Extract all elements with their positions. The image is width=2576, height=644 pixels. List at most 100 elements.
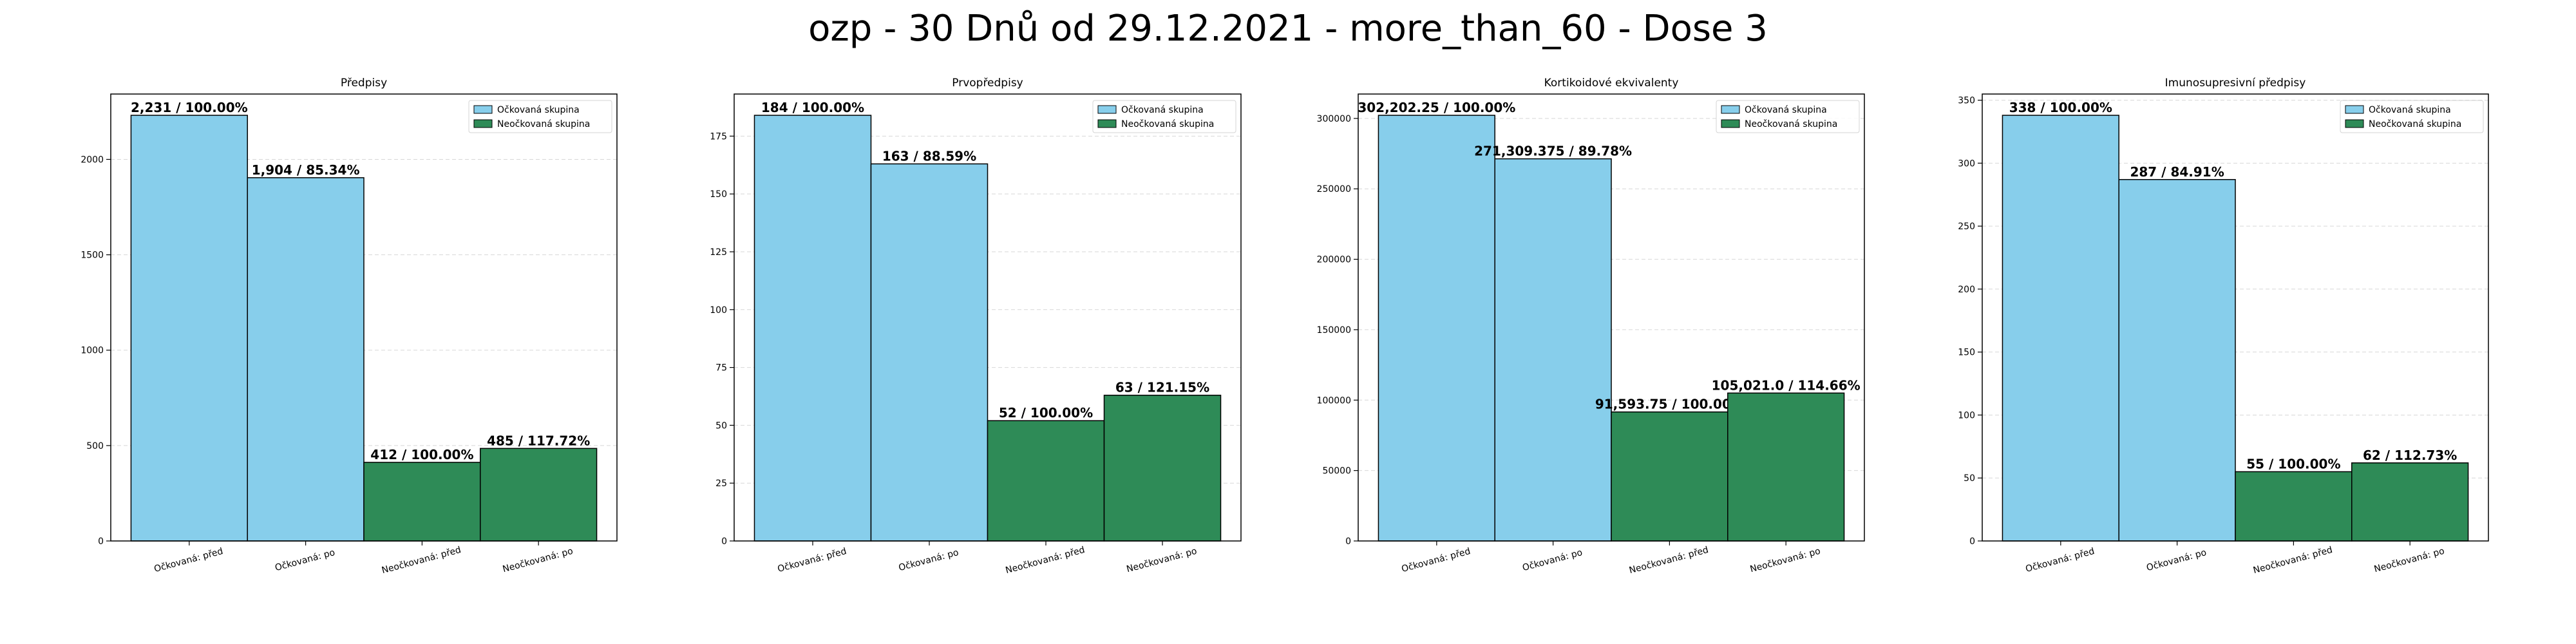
y-tick-label: 200 (1958, 285, 1975, 295)
x-tick-label: Neočkovaná: před (2252, 545, 2334, 576)
x-tick-label: Očkovaná: před (2024, 546, 2096, 574)
bar (753, 115, 872, 542)
legend: Očkovaná skupina Neočkovaná skupina (2340, 100, 2484, 133)
y-tick-label: 1500 (80, 251, 104, 261)
y-tick-label: 2000 (80, 155, 104, 165)
bar (480, 448, 598, 542)
legend-swatch-vaccinated (473, 105, 493, 114)
y-tick-label: 175 (710, 131, 727, 142)
data-label: 302,202.25 / 100.00% (1358, 100, 1515, 115)
figure-title: ozp - 30 Dnů od 29.12.2021 - more_than_6… (808, 8, 1768, 50)
data-label: 338 / 100.00% (2009, 100, 2112, 115)
y-tick-label: 100 (710, 305, 727, 316)
bar (1378, 115, 1495, 542)
data-label: 163 / 88.59% (882, 148, 976, 164)
bar (2002, 115, 2119, 542)
legend-label-unvaccinated: Neočkovaná skupina (497, 119, 590, 129)
legend: Očkovaná skupina Neočkovaná skupina (468, 100, 612, 133)
legend-label-vaccinated: Očkovaná skupina (1745, 105, 1827, 115)
legend-swatch-vaccinated (1721, 105, 1740, 114)
y-tick-label: 0 (1969, 536, 1975, 547)
y-tick-label: 0 (1345, 536, 1351, 547)
y-tick-label: 1000 (80, 346, 104, 356)
x-tick-label: Neočkovaná: po (502, 546, 574, 575)
legend-box (1716, 100, 1860, 133)
y-tick-label: 150 (710, 189, 727, 200)
y-tick-label: 200000 (1317, 255, 1351, 265)
y-tick-label: 100000 (1317, 395, 1351, 406)
y-tick-label: 500 (86, 441, 104, 451)
plot-frame (1982, 93, 2489, 542)
plot-frame (110, 93, 618, 542)
chart-title: Kortikoidové ekvivalenty (1544, 77, 1679, 90)
data-label: 63 / 121.15% (1115, 380, 1209, 395)
data-label: 62 / 112.73% (2363, 448, 2457, 463)
y-tick-label: 50000 (1322, 466, 1351, 477)
x-tick-label: Neočkovaná: před (1005, 545, 1086, 576)
bar (1611, 411, 1728, 542)
y-tick-label: 150000 (1317, 325, 1351, 336)
bar (1494, 158, 1612, 542)
legend-swatch-vaccinated (1097, 105, 1117, 114)
legend-swatch-unvaccinated (1097, 119, 1117, 128)
data-label: 52 / 100.00% (999, 405, 1093, 421)
plot-frame (1358, 93, 1865, 542)
x-tick-label: Očkovaná: po (2145, 547, 2208, 573)
plot-frame (734, 93, 1242, 542)
chart-title: Imunosupresivní předpisy (2165, 77, 2306, 90)
legend: Očkovaná skupina Neočkovaná skupina (1092, 100, 1236, 133)
legend-label-vaccinated: Očkovaná skupina (1121, 105, 1204, 115)
data-label: 271,309.375 / 89.78% (1474, 144, 1632, 159)
data-label: 287 / 84.91% (2130, 164, 2224, 180)
chart-panel-1: Předpisy 0 500 1000 1500 2000 2,231 / 100.00% O… (80, 77, 618, 576)
data-label: 105,021.0 / 114.66% (1712, 377, 1861, 393)
legend-label-unvaccinated: Neočkovaná skupina (1745, 119, 1837, 129)
legend-box (2340, 100, 2484, 133)
y-tick-label: 150 (1958, 348, 1975, 358)
legend: Očkovaná skupina Neočkovaná skupina (1716, 100, 1860, 133)
bar (130, 115, 248, 542)
data-label: 55 / 100.00% (2246, 456, 2340, 471)
bar (1103, 394, 1222, 542)
data-label: 2,231 / 100.00% (131, 100, 248, 115)
y-tick-label: 50 (1964, 473, 1975, 484)
y-tick-label: 250000 (1317, 184, 1351, 194)
x-tick-label: Neočkovaná: po (1126, 546, 1198, 575)
bar (247, 177, 365, 542)
bar (363, 462, 481, 542)
bar (2235, 471, 2353, 542)
chart-title: Prvopředpisy (952, 77, 1023, 90)
y-tick-label: 75 (715, 363, 727, 374)
y-tick-label: 300 (1958, 158, 1975, 169)
data-label: 184 / 100.00% (761, 100, 864, 115)
bar (2118, 179, 2236, 542)
x-tick-label: Očkovaná: po (898, 547, 960, 573)
data-label: 1,904 / 85.34% (252, 162, 360, 178)
chart-title: Předpisy (341, 77, 387, 90)
x-tick-label: Očkovaná: po (274, 547, 336, 573)
y-tick-label: 125 (710, 247, 727, 258)
y-tick-label: 0 (98, 536, 104, 547)
legend-swatch-unvaccinated (473, 119, 493, 128)
legend-swatch-vaccinated (2345, 105, 2364, 114)
legend-label-vaccinated: Očkovaná skupina (2369, 105, 2451, 115)
x-tick-label: Očkovaná: před (153, 546, 224, 574)
bar (870, 163, 989, 542)
x-tick-label: Neočkovaná: před (381, 545, 462, 576)
x-tick-label: Očkovaná: před (1400, 546, 1472, 574)
legend-swatch-unvaccinated (1721, 119, 1740, 128)
bar (2351, 462, 2469, 542)
legend-box (468, 100, 612, 133)
data-label: 412 / 100.00% (370, 447, 473, 462)
x-tick-label: Očkovaná: po (1521, 547, 1584, 573)
legend-swatch-unvaccinated (2345, 119, 2364, 128)
data-label: 485 / 117.72% (487, 433, 590, 448)
y-tick-label: 100 (1958, 410, 1975, 421)
data-label: 91,593.75 / 100.00% (1595, 397, 1744, 412)
x-tick-label: Neočkovaná: po (1749, 546, 1822, 575)
bar (987, 420, 1105, 542)
y-tick-label: 300000 (1317, 114, 1351, 124)
legend-label-vaccinated: Očkovaná skupina (497, 105, 580, 115)
legend-label-unvaccinated: Neočkovaná skupina (1121, 119, 1214, 129)
